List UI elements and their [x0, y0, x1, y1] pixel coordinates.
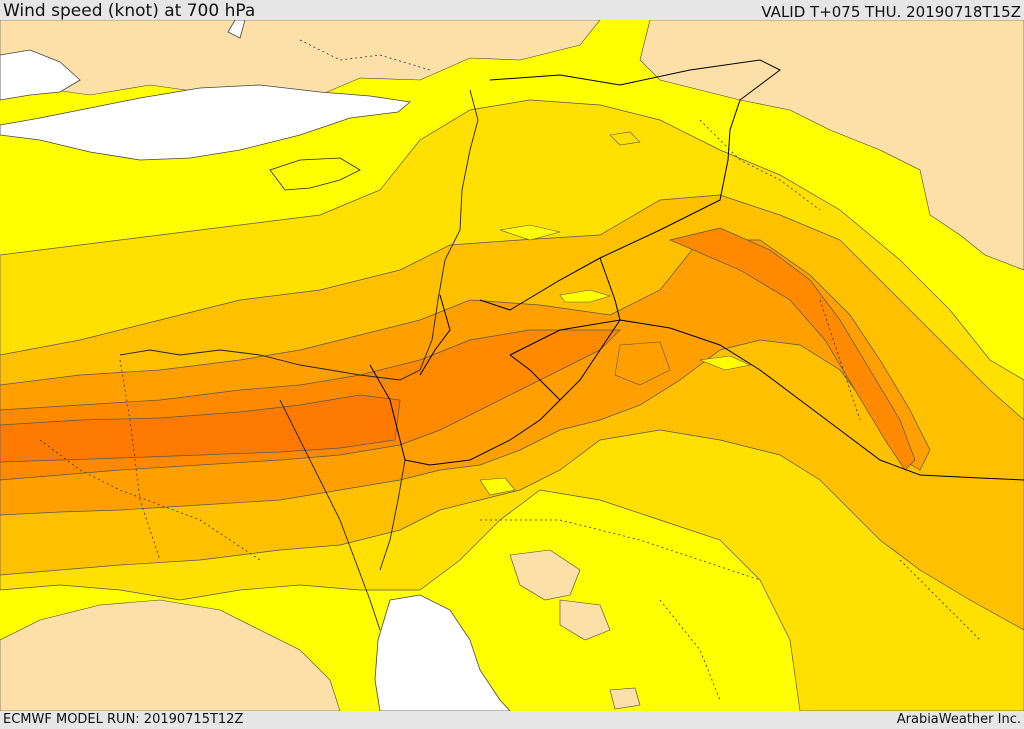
region-boundaries	[39, 39, 981, 701]
shade-highest-core	[0, 394, 401, 463]
weather-map	[0, 20, 1024, 711]
shade-lowest-egypt-south	[0, 599, 341, 711]
red-sea-north-water	[374, 594, 511, 711]
model-run-label: ECMWF MODEL RUN: 20190715T12Z	[3, 712, 244, 727]
shade-lowest-iran	[639, 20, 1024, 271]
gulf-water-east	[227, 20, 246, 39]
footer-bar: ECMWF MODEL RUN: 20190715T12Z ArabiaWeat…	[0, 711, 1024, 729]
header-bar: Wind speed (knot) at 700 hPa VALID T+075…	[0, 0, 1024, 22]
map-title: Wind speed (knot) at 700 hPa	[3, 1, 256, 21]
shade-lowest-patches-arabia	[509, 549, 641, 710]
credit-label: ArabiaWeather Inc.	[896, 712, 1021, 727]
shade-high-region-east	[668, 227, 916, 471]
mediterranean-north-water	[0, 84, 411, 161]
country-borders	[369, 59, 1024, 481]
levant-coastline	[119, 89, 479, 381]
valid-time-label: VALID T+075 THU. 20190718T15Z	[761, 3, 1021, 21]
map-canvas	[0, 20, 1024, 711]
cyprus-outline	[269, 157, 361, 191]
aegean-sea	[0, 49, 81, 101]
speed-islands	[479, 131, 751, 496]
sinai-coastline	[279, 399, 381, 631]
aqaba-coastline	[379, 459, 406, 571]
